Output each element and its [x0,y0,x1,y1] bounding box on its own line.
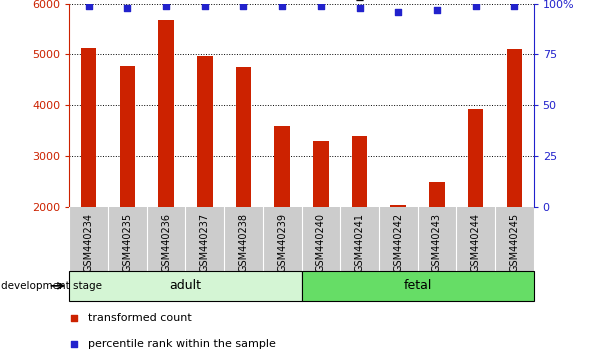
Point [69,315,79,321]
Point [471,3,481,8]
Bar [274,126,290,207]
Bar [468,109,484,207]
Text: percentile rank within the sample: percentile rank within the sample [88,338,276,349]
Bar [119,65,135,207]
Bar [391,205,406,207]
Point [161,3,171,8]
Point [316,3,326,8]
Point [239,3,248,8]
FancyBboxPatch shape [69,271,302,301]
Bar [81,48,96,207]
FancyBboxPatch shape [302,271,534,301]
Text: transformed count: transformed count [88,313,192,323]
Point [200,3,210,8]
Bar [197,56,212,207]
Point [393,9,403,15]
Bar [507,49,522,207]
Text: adult: adult [169,279,201,292]
Point [122,5,132,10]
Bar [313,142,329,207]
Text: development stage: development stage [1,281,101,291]
Bar [352,136,367,207]
Text: fetal: fetal [403,279,432,292]
Point [355,5,364,10]
Bar [159,20,174,207]
Point [69,341,79,346]
Bar [429,182,444,207]
Bar [236,67,251,207]
Title: GDS3814 / 228770_at: GDS3814 / 228770_at [225,0,378,1]
Point [84,3,93,8]
Point [510,3,519,8]
Point [432,7,442,12]
Point [277,3,287,8]
